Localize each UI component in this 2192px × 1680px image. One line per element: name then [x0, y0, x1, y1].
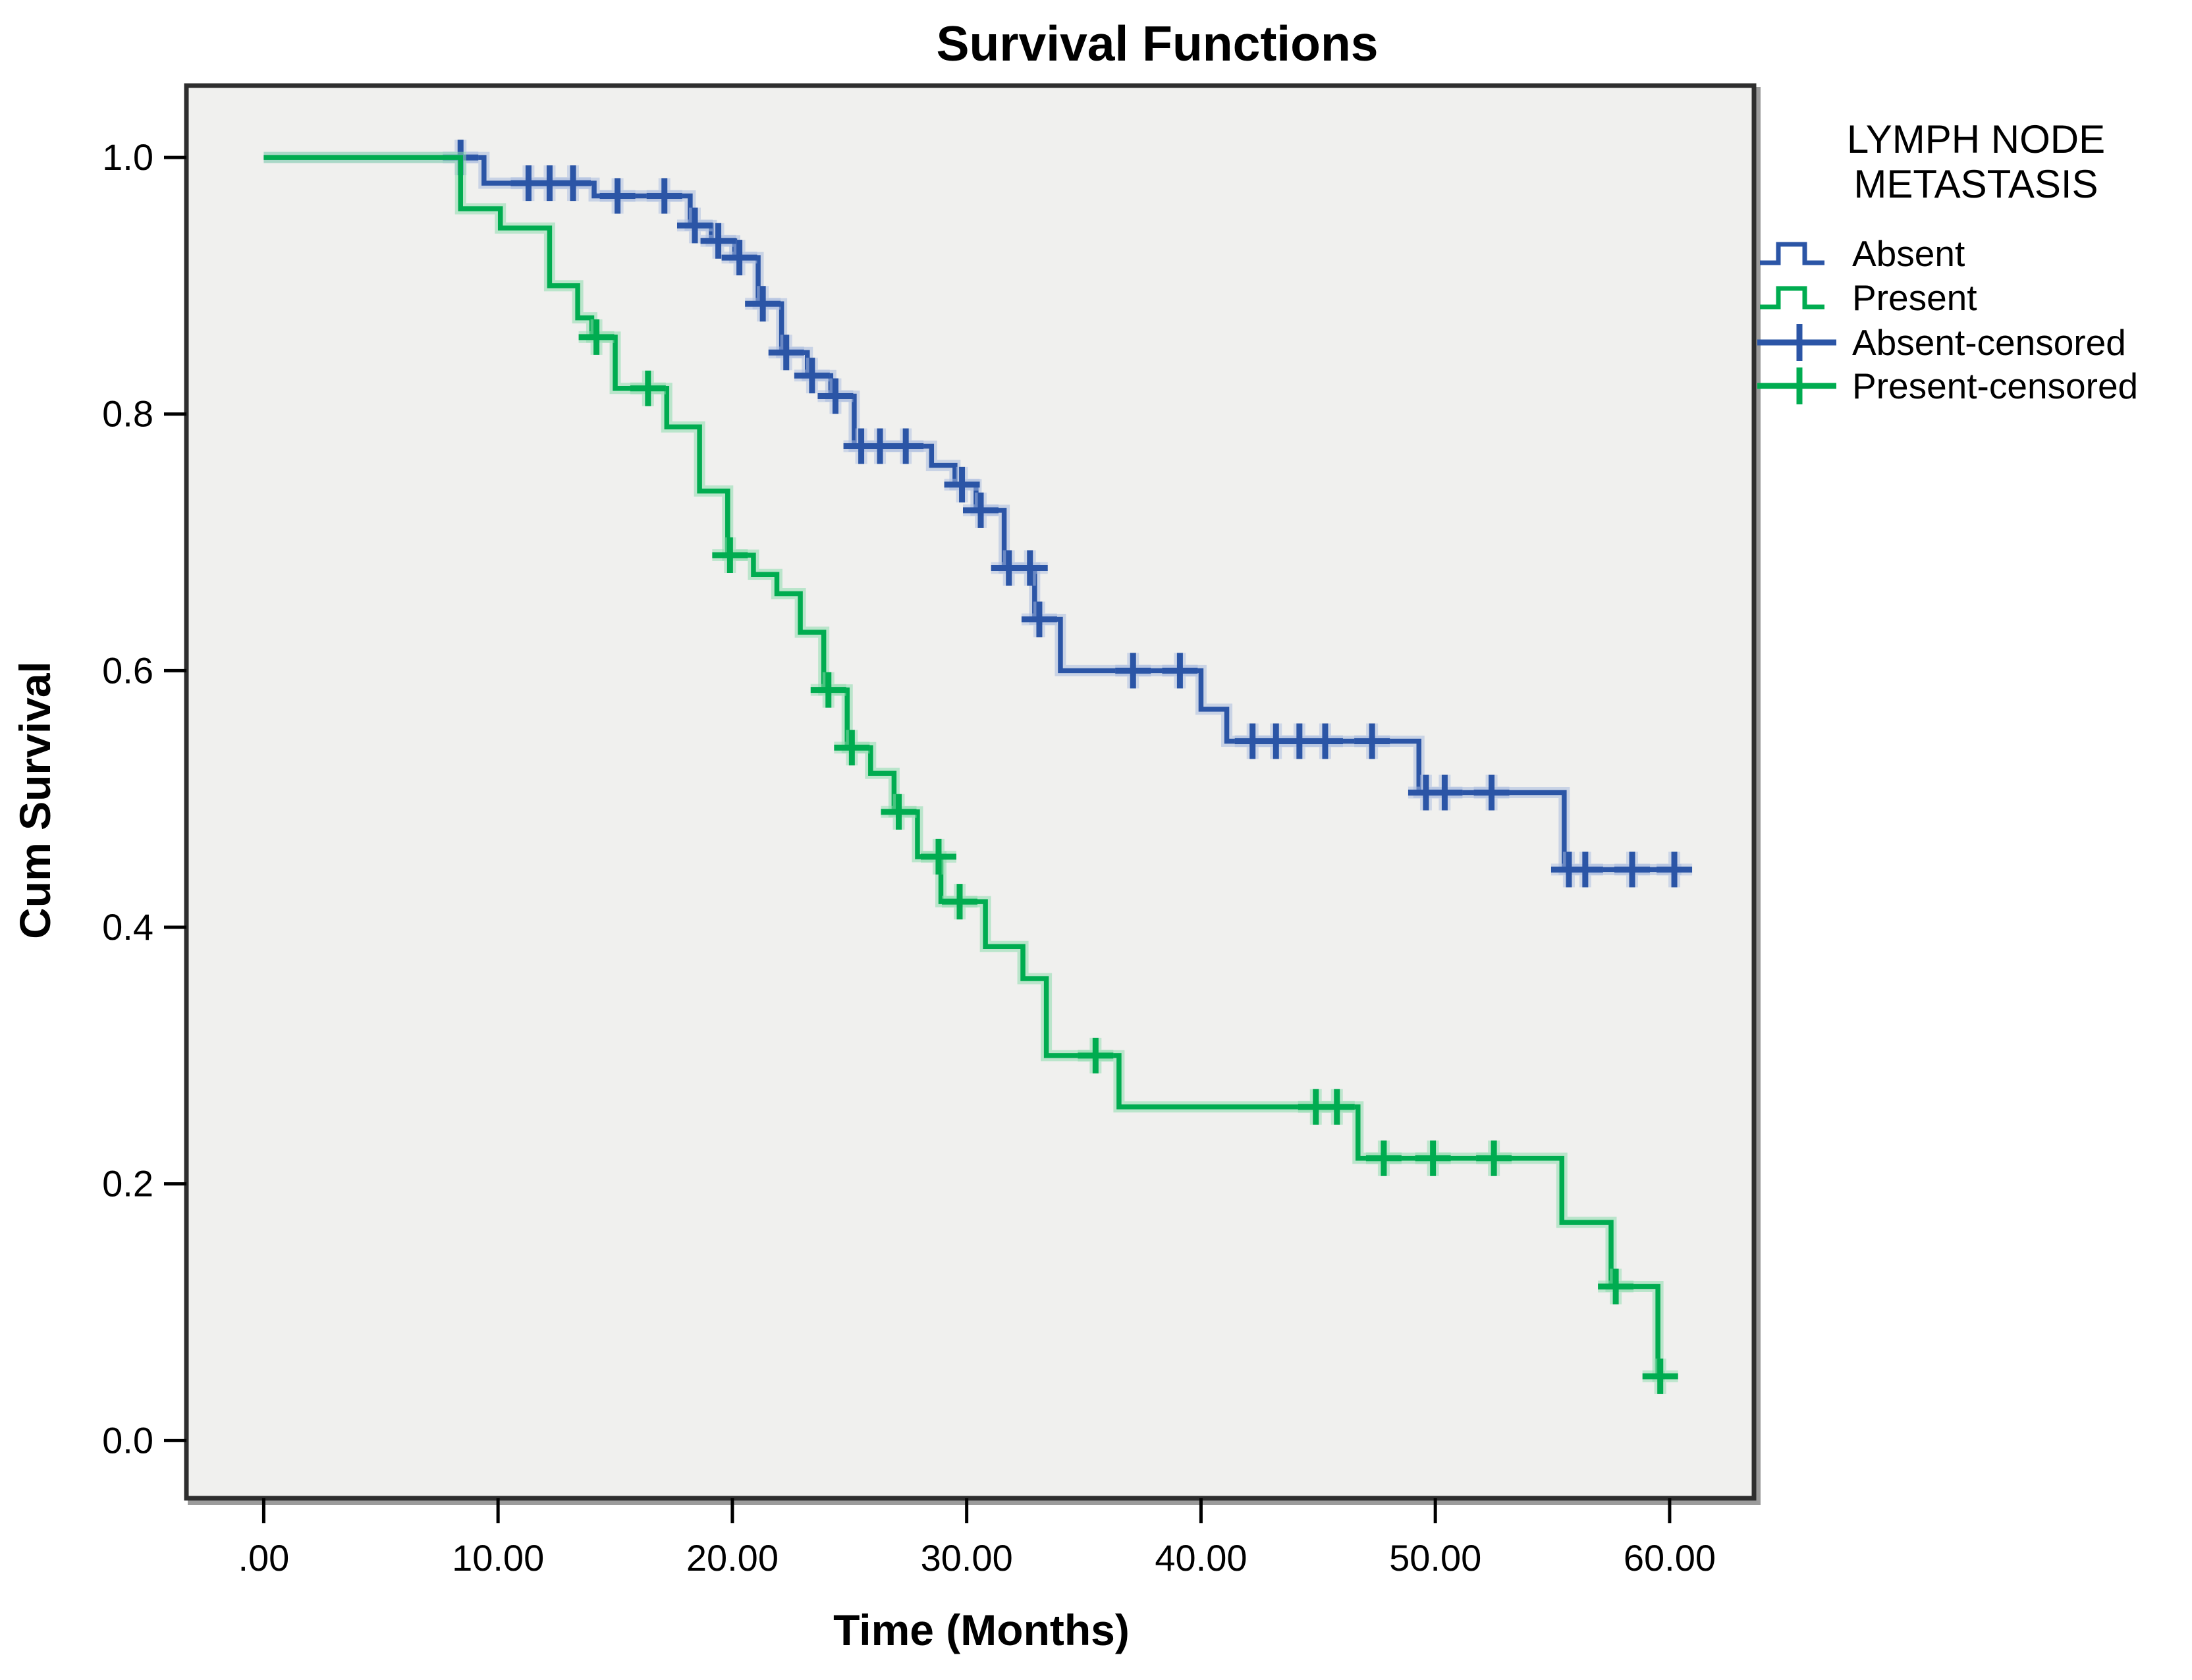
legend-entry: Absent-censored: [1757, 322, 2126, 363]
x-tick-label: 50.00: [1389, 1537, 1481, 1579]
legend-step-swatch: [1760, 242, 1824, 265]
x-tick-label: 60.00: [1624, 1537, 1716, 1579]
y-tick-label: 0.2: [102, 1163, 153, 1205]
y-tick-label: 0.8: [102, 393, 153, 435]
y-axis-title: Cum Survival: [11, 661, 59, 939]
legend-plus-swatch: [1757, 367, 1836, 404]
x-tick-label: .00: [238, 1537, 289, 1579]
legend-entry-label: Present-censored: [1852, 366, 2138, 406]
legend-entry: Present-censored: [1757, 366, 2138, 406]
x-tick-label: 10.00: [452, 1537, 544, 1579]
legend: LYMPH NODE METASTASIS AbsentPresentAbsen…: [1757, 117, 2138, 406]
x-tick-label: 20.00: [686, 1537, 779, 1579]
y-tick-label: 0.4: [102, 906, 153, 948]
legend-entry-label: Present: [1852, 277, 1977, 318]
plot-area: 1.0 0.8 0.6 0.4 0.2 0.0 .00 10.00 20.00 30.00 40.0…: [102, 83, 1761, 1579]
legend-entry: Absent: [1760, 233, 1965, 274]
y-tick-label: 1.0: [102, 136, 153, 178]
x-tick-label: 30.00: [921, 1537, 1013, 1579]
chart-title: Survival Functions: [937, 16, 1379, 71]
legend-entry: Present: [1760, 277, 1977, 318]
legend-entry-label: Absent-censored: [1852, 322, 2126, 363]
censor-marks-present: [578, 319, 1678, 1394]
x-axis-title: Time (Months): [833, 1606, 1130, 1654]
legend-entry-label: Absent: [1852, 233, 1965, 274]
y-tick-label: 0.6: [102, 649, 153, 691]
legend-title-line2: METASTASIS: [1853, 162, 2098, 206]
y-tick-label: 0.0: [102, 1419, 153, 1461]
legend-title-line1: LYMPH NODE: [1847, 117, 2105, 161]
legend-step-swatch: [1760, 286, 1824, 310]
x-tick-label: 40.00: [1155, 1537, 1247, 1579]
legend-plus-swatch: [1757, 324, 1836, 361]
legend-entries: AbsentPresentAbsent-censoredPresent-cens…: [1757, 233, 2138, 406]
